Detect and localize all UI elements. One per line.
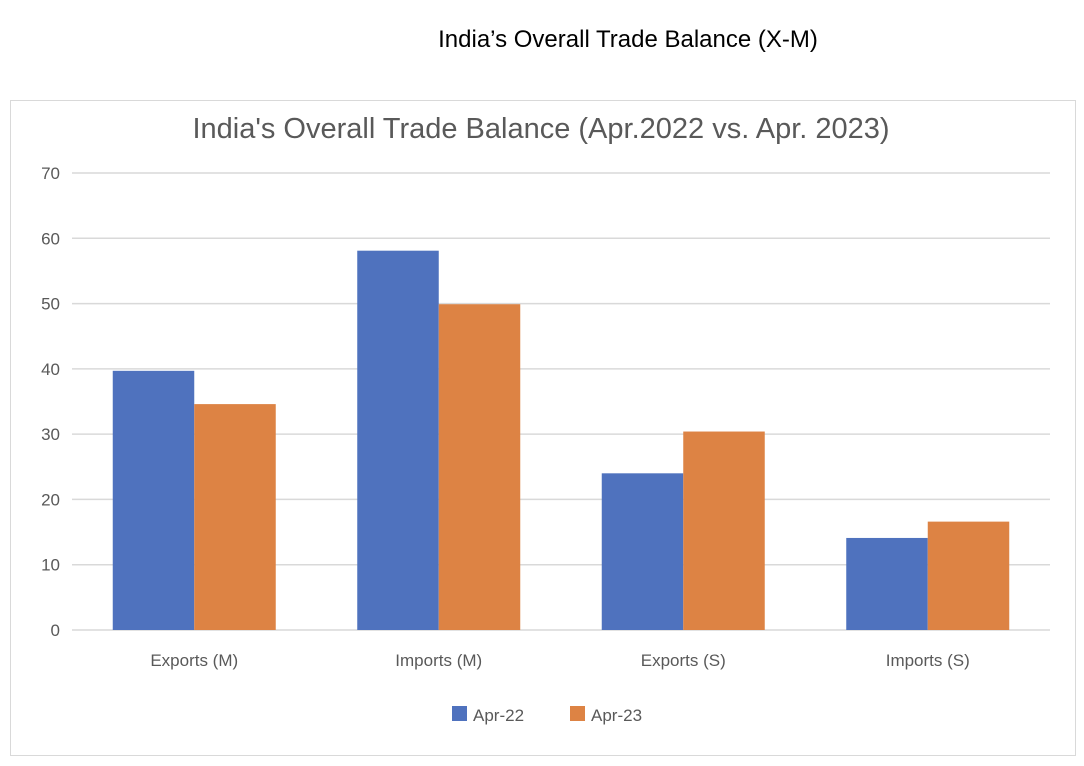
legend-swatch (452, 706, 467, 721)
bar-apr-23-3 (927, 521, 1010, 630)
chart-frame (10, 100, 1076, 756)
x-tick-label: Imports (S) (886, 651, 970, 670)
bar-apr-22-1 (357, 250, 439, 630)
legend-label: Apr-22 (473, 706, 524, 725)
x-tick-label: Imports (M) (395, 651, 482, 670)
legend-label: Apr-23 (591, 706, 642, 725)
bar-apr-22-0 (112, 370, 195, 630)
bar-apr-23-2 (683, 431, 765, 630)
y-tick-label: 30 (41, 425, 60, 444)
bar-apr-23-0 (194, 404, 276, 630)
y-tick-label: 60 (41, 229, 60, 248)
y-tick-label: 50 (41, 295, 60, 314)
y-tick-label: 10 (41, 556, 60, 575)
bar-apr-23-1 (438, 304, 521, 630)
bar-apr-22-3 (846, 537, 928, 630)
y-tick-label: 0 (51, 621, 60, 640)
y-tick-label: 40 (41, 360, 60, 379)
chart-title: India's Overall Trade Balance (Apr.2022 … (192, 113, 889, 145)
legend-swatch (570, 706, 585, 721)
x-tick-label: Exports (S) (641, 651, 726, 670)
page-title: India’s Overall Trade Balance (X-M) (438, 26, 818, 53)
x-tick-label: Exports (M) (150, 651, 238, 670)
bar-apr-22-2 (601, 473, 684, 630)
y-tick-label: 20 (41, 490, 60, 509)
y-tick-label: 70 (41, 164, 60, 183)
